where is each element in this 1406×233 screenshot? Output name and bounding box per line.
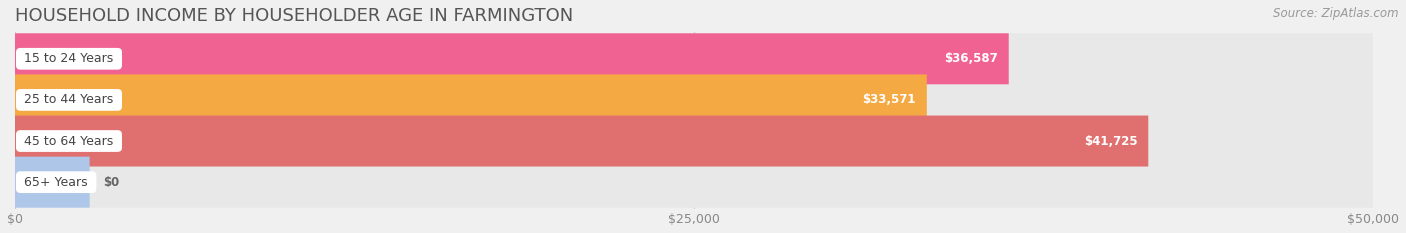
Text: $41,725: $41,725 <box>1084 134 1137 147</box>
FancyBboxPatch shape <box>15 74 927 125</box>
Text: 25 to 44 Years: 25 to 44 Years <box>20 93 118 106</box>
FancyBboxPatch shape <box>15 157 90 208</box>
FancyBboxPatch shape <box>15 116 1374 167</box>
FancyBboxPatch shape <box>15 116 1149 167</box>
Text: HOUSEHOLD INCOME BY HOUSEHOLDER AGE IN FARMINGTON: HOUSEHOLD INCOME BY HOUSEHOLDER AGE IN F… <box>15 7 574 25</box>
FancyBboxPatch shape <box>15 74 1374 125</box>
Text: 45 to 64 Years: 45 to 64 Years <box>20 134 118 147</box>
Text: Source: ZipAtlas.com: Source: ZipAtlas.com <box>1274 7 1399 20</box>
Text: 65+ Years: 65+ Years <box>20 176 91 189</box>
FancyBboxPatch shape <box>15 157 1374 208</box>
FancyBboxPatch shape <box>15 33 1008 84</box>
FancyBboxPatch shape <box>15 33 1374 84</box>
Text: $36,587: $36,587 <box>943 52 998 65</box>
Text: $0: $0 <box>103 176 120 189</box>
Text: 15 to 24 Years: 15 to 24 Years <box>20 52 118 65</box>
Text: $33,571: $33,571 <box>862 93 915 106</box>
